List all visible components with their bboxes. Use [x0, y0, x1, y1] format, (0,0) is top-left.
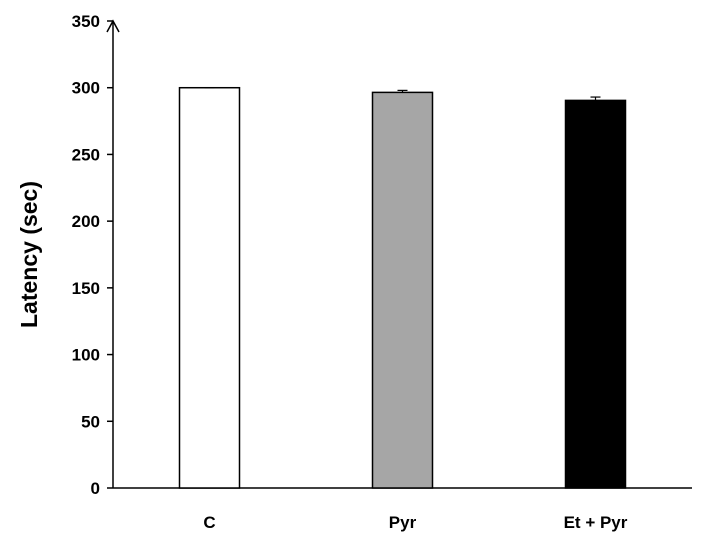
- category-label: Pyr: [389, 513, 417, 532]
- category-label-group: C Pyr Et + Pyr: [203, 513, 627, 532]
- y-axis: [106, 19, 120, 488]
- bar: [564, 99, 627, 489]
- bar: [371, 91, 434, 489]
- category-label: Et + Pyr: [564, 513, 628, 532]
- bar: [178, 86, 241, 489]
- y-tick-label: 150: [72, 279, 100, 298]
- y-tick-label: 100: [72, 346, 100, 365]
- y-tick-label: 300: [72, 79, 100, 98]
- y-tick-label: 350: [72, 12, 100, 31]
- y-tick-label: 0: [91, 479, 100, 498]
- y-tick-group: 0 50 100 150 200 250 300 350: [72, 12, 113, 498]
- y-tick-label: 250: [72, 145, 100, 164]
- y-axis-title: Latency (sec): [16, 181, 42, 328]
- category-label: C: [203, 513, 215, 532]
- y-tick-label: 50: [81, 412, 100, 431]
- y-tick-label: 200: [72, 212, 100, 231]
- bar-group: [178, 86, 627, 489]
